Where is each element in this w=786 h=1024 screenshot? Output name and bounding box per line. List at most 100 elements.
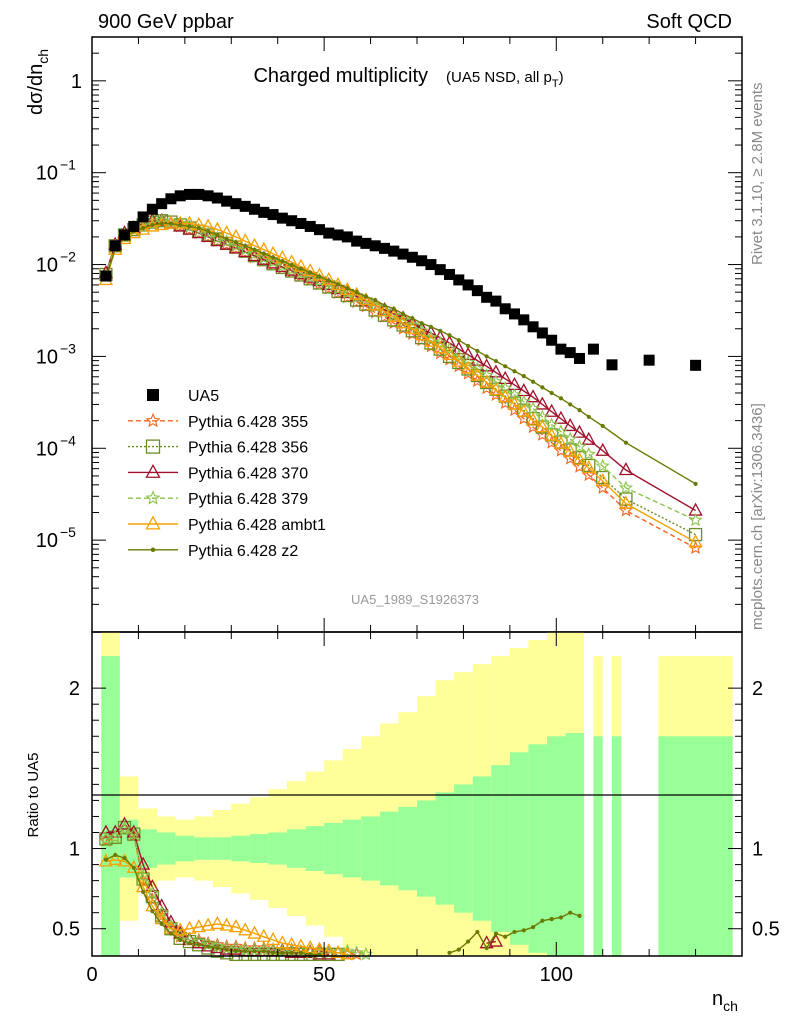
y-tick-exponent: −2 <box>60 249 76 265</box>
mc-point <box>521 374 526 379</box>
mc-point <box>405 320 420 334</box>
ua5-data-point <box>146 203 158 215</box>
mc-point <box>447 333 452 338</box>
x-axis-label-sub: ch <box>723 998 738 1014</box>
ua5-data-point <box>690 359 702 371</box>
mc-point <box>414 323 429 337</box>
y-tick-label: 1 <box>71 71 82 93</box>
ratio-series-line <box>449 911 580 954</box>
mc-point <box>289 262 294 268</box>
mc-point <box>572 451 587 465</box>
ratio-plot-panel: 0.5 0.5 1 1 2 2 Ratio to UA5 0 50 100 nch <box>25 631 780 1014</box>
inner-band-bin <box>398 806 417 891</box>
mc-point <box>428 324 434 329</box>
legend-marker <box>145 412 161 428</box>
ratio-tick-label-left: 0.5 <box>52 919 80 941</box>
ua5-data-point <box>230 198 242 210</box>
ua5-data-point <box>406 251 418 263</box>
ua5-data-point <box>481 291 493 303</box>
mc-point <box>512 369 517 374</box>
mc-point <box>451 353 466 367</box>
mc-point <box>178 222 183 228</box>
mc-point <box>563 443 578 457</box>
mc-point <box>600 423 605 429</box>
x-axis-label: nch <box>712 988 738 1014</box>
inner-band-bin <box>268 832 287 865</box>
legend-entry: Pythia 6.428 355 <box>128 412 308 431</box>
y-axis-label-bottom: Ratio to UA5 <box>25 752 42 837</box>
mc-point <box>688 527 703 542</box>
mc-point <box>595 458 610 473</box>
mc-point <box>187 224 192 229</box>
ua5-data-point <box>606 359 618 371</box>
mc-point <box>470 352 485 366</box>
ua5-data-point <box>249 203 260 215</box>
mc-point <box>479 374 494 388</box>
legend-marker <box>150 547 156 553</box>
mc-point <box>354 290 359 295</box>
energy-label: 900 GeV ppbar <box>98 11 234 33</box>
ua5-data-point <box>304 220 316 232</box>
top-axis-ticks: 110−110−210−310−410−5 <box>36 36 743 632</box>
ua5-data-point <box>425 259 437 271</box>
ua5-data-point <box>351 235 363 247</box>
ua5-data-point <box>462 279 474 291</box>
x-axis-label-text: n <box>712 988 723 1010</box>
ua5-data-point <box>643 354 655 366</box>
mc-point <box>414 327 429 341</box>
y-tick-mantissa: 10 <box>36 530 58 552</box>
ua5-data-point <box>332 229 344 241</box>
inner-band-bin <box>417 800 436 897</box>
mc-point <box>373 298 378 303</box>
mc-point <box>544 427 559 441</box>
ua5-data-point <box>471 285 483 297</box>
mc-point <box>582 458 596 473</box>
inner-band-bin <box>249 834 269 863</box>
mc-point <box>456 338 461 343</box>
mc-point <box>252 247 257 252</box>
ratio-point <box>488 933 504 947</box>
mc-point <box>535 396 550 410</box>
mc-point <box>243 243 248 248</box>
mc-point <box>553 435 569 449</box>
mc-point <box>460 360 476 374</box>
legend-entry: Pythia 6.428 356 <box>128 439 308 457</box>
mc-point <box>442 341 457 356</box>
mc-point <box>163 215 179 229</box>
ua5-data-point <box>137 211 149 223</box>
ratio-axis-ticks: 0.5 0.5 1 1 2 2 <box>52 678 780 941</box>
ua5-data-point <box>388 245 400 257</box>
source-label: mcplots.cern.ch [arXiv:1306.3436] <box>749 403 766 630</box>
mc-point <box>488 382 504 396</box>
ua5-data-point <box>295 217 307 229</box>
mc-point <box>395 315 411 329</box>
ratio-series-line <box>105 828 367 956</box>
ua5-data-point <box>109 240 121 252</box>
mc-point <box>433 335 448 349</box>
ua5-data-point <box>574 352 585 364</box>
mc-point <box>391 306 396 311</box>
mc-point <box>484 354 489 359</box>
ua5-data-point <box>314 224 325 236</box>
ratio-series-4 <box>98 851 355 960</box>
mc-point <box>293 265 309 280</box>
mc-point <box>581 467 596 482</box>
x-tick-label: 0 <box>86 964 97 986</box>
mc-point <box>215 232 220 238</box>
ua5-data-point <box>509 308 520 320</box>
mc-point <box>572 439 587 453</box>
x-tick-label: 50 <box>313 964 335 986</box>
mc-point <box>173 215 188 229</box>
y-tick-exponent: −1 <box>60 157 76 173</box>
legend-marker <box>145 463 161 478</box>
mc-point <box>461 354 476 369</box>
ua5-data-point <box>156 198 168 210</box>
x-tick-label: 100 <box>540 964 573 986</box>
ratio-point <box>163 914 179 928</box>
ua5-data-point <box>258 206 270 218</box>
category-label: Soft QCD <box>646 11 732 33</box>
mc-point <box>293 258 309 272</box>
mc-point <box>618 480 633 494</box>
mc-point <box>619 492 633 506</box>
ratio-tick-label-left: 1 <box>69 839 80 861</box>
